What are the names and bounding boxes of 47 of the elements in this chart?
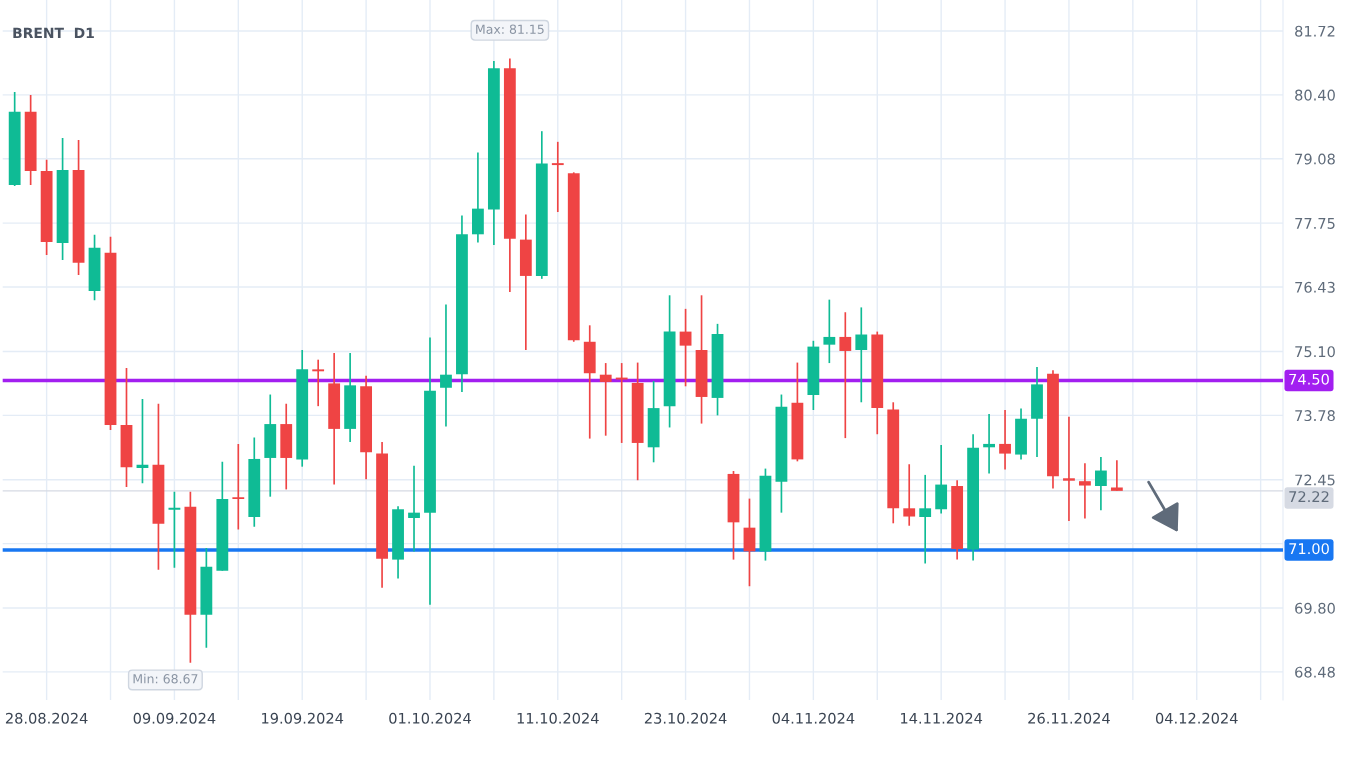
candlestick: [983, 413, 995, 475]
candlestick: [1063, 415, 1075, 522]
y-tick-label: 68.48: [1295, 666, 1335, 678]
candlestick: [312, 358, 325, 407]
candlestick: [839, 311, 852, 439]
candlestick: [919, 474, 932, 565]
y-tick-label: 80.40: [1295, 89, 1335, 101]
candlestick: [440, 303, 452, 428]
ref-line-label: 72.22: [1289, 491, 1329, 502]
y-tick-label: 75.10: [1295, 346, 1335, 358]
candlestick: [743, 497, 756, 588]
x-tick-label: 14.11.2024: [901, 712, 983, 724]
x-tick-label: 04.11.2024: [772, 712, 855, 724]
candlestick: [903, 463, 916, 527]
y-tick-label: 69.80: [1295, 602, 1335, 614]
annotation: Min: 68.67: [133, 673, 198, 684]
y-tick-label: 81.72: [1295, 25, 1335, 37]
x-tick-label: 09.09.2024: [133, 712, 216, 724]
x-tick-label: 11.10.2024: [517, 712, 599, 724]
candlestick: [1094, 456, 1107, 512]
x-tick-label: 04.12.2024: [1155, 712, 1238, 724]
x-tick-label: 19.09.2024: [262, 712, 344, 724]
y-tick-label: 76.43: [1295, 281, 1335, 293]
candlestick: [551, 141, 564, 213]
candlestick: [168, 491, 181, 569]
y-tick-label: 77.75: [1295, 218, 1335, 229]
candlestick: [615, 362, 628, 444]
candlestick: [1079, 462, 1091, 520]
ref-line-label: 74.50: [1289, 373, 1329, 385]
candlestick: [599, 362, 612, 437]
candlestick: [855, 306, 868, 404]
x-tick-label: 01.10.2024: [389, 712, 471, 724]
x-tick-label: 28.08.2024: [5, 712, 88, 724]
x-tick-label: 23.10.2024: [644, 712, 727, 724]
candlestick: [408, 464, 420, 553]
text: BRENT D1: [13, 27, 94, 38]
candlestick: [679, 308, 692, 388]
y-tick-label: 79.08: [1295, 153, 1335, 165]
candlestick: [232, 443, 245, 531]
annotation: Max: 81.15: [476, 24, 544, 34]
candlestick: [823, 298, 836, 364]
candlestick: [1110, 459, 1123, 492]
y-tick-label: 73.78: [1295, 410, 1335, 422]
candlestick: [999, 409, 1011, 471]
ref-line-label: 71.00: [1289, 543, 1329, 555]
x-tick-label: 26.11.2024: [1028, 712, 1110, 724]
y-tick-label: 72.45: [1295, 474, 1335, 486]
